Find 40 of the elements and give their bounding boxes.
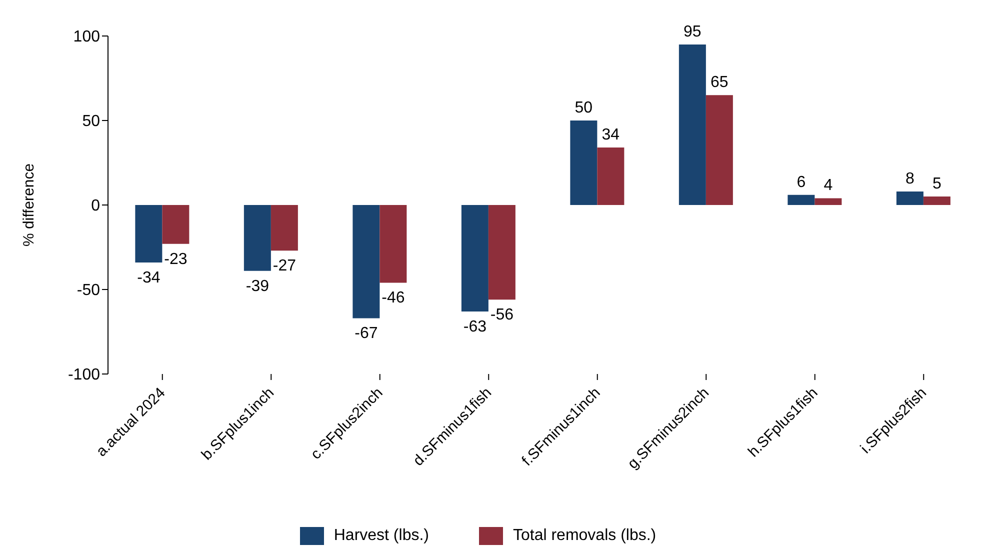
data-label: 50 (574, 100, 593, 116)
data-label: -56 (490, 306, 514, 324)
data-label: 6 (796, 174, 806, 191)
bar (162, 205, 190, 244)
bar (788, 194, 815, 205)
bar (706, 95, 733, 205)
bar (270, 205, 298, 251)
data-label: -46 (382, 290, 405, 307)
y-tick-label: 0 (91, 198, 100, 215)
y-tick-label: -50 (76, 282, 100, 300)
bar (352, 205, 380, 318)
bar (135, 205, 162, 262)
y-axis-title: % difference (20, 163, 38, 247)
data-label: -63 (463, 318, 487, 336)
bar (461, 205, 488, 312)
legend-label: Total removals (lbs.) (512, 527, 656, 544)
bar (488, 205, 516, 300)
bar (678, 44, 706, 205)
data-label: 95 (684, 23, 702, 40)
data-label: -23 (164, 250, 188, 268)
data-label: -39 (246, 278, 270, 295)
bar (896, 191, 924, 205)
data-label: -67 (354, 325, 378, 342)
data-label: 34 (602, 126, 620, 144)
bar (570, 120, 598, 205)
legend-label: Harvest (lbs.) (334, 527, 429, 544)
data-label: 65 (710, 74, 728, 92)
bar (380, 205, 407, 283)
data-label: -27 (272, 258, 296, 275)
bar (814, 198, 842, 205)
y-tick-label: 100 (73, 28, 100, 46)
data-label: -34 (137, 269, 160, 286)
data-label: 4 (824, 177, 833, 194)
y-tick-label: 50 (82, 113, 100, 130)
data-label: 5 (932, 176, 942, 193)
data-label: 8 (905, 170, 914, 188)
bar (923, 196, 950, 205)
y-tick-label: -100 (68, 366, 100, 384)
bar (597, 148, 624, 205)
bar (244, 205, 271, 271)
